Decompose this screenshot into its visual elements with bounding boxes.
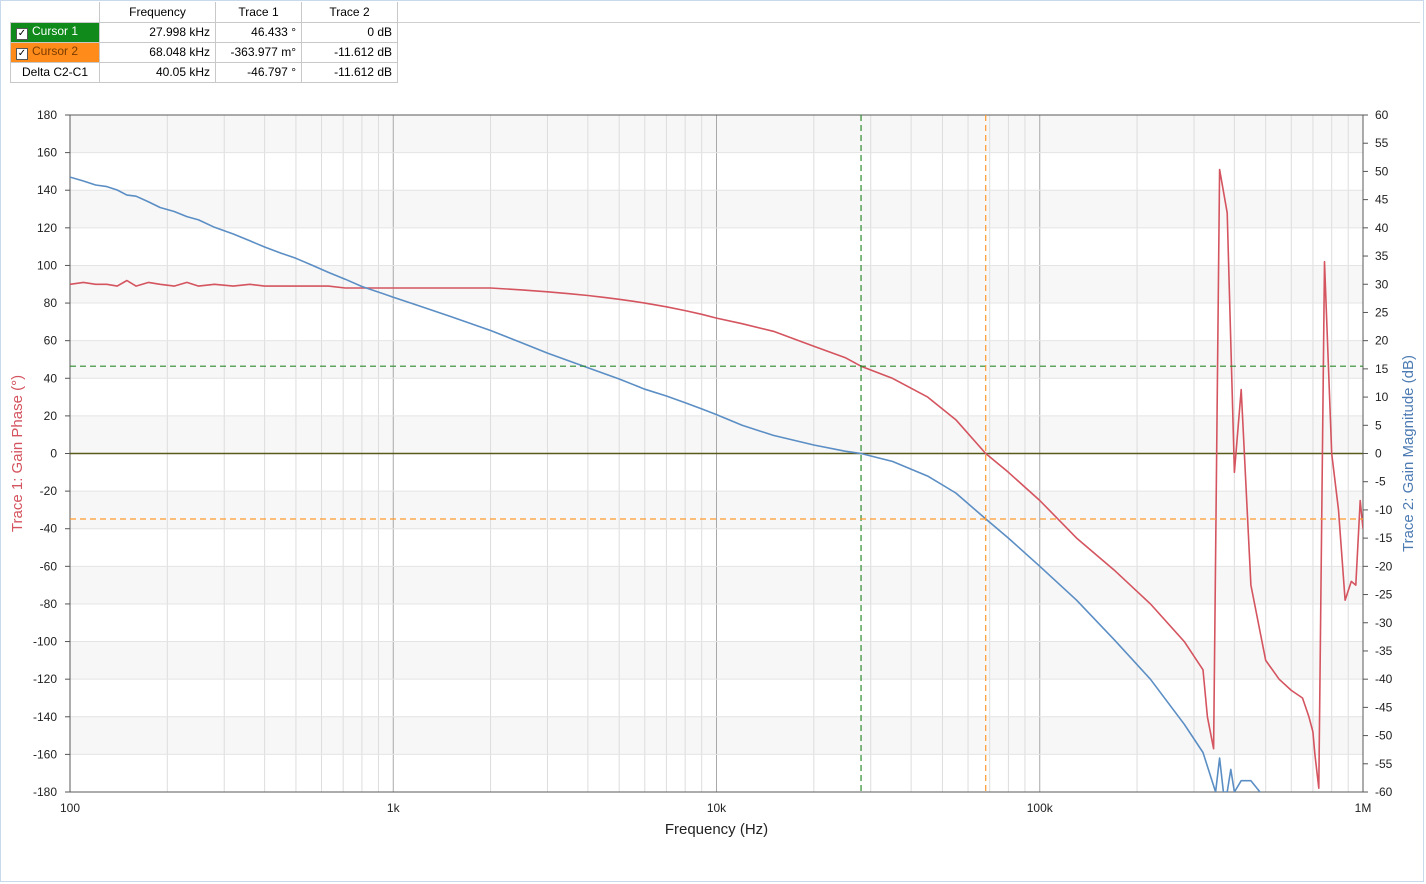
y-right-tick-label: -40	[1375, 672, 1393, 686]
cursor-table: Frequency Trace 1 Trace 2 ✓ Cursor 1 27.9…	[10, 2, 398, 83]
y-right-tick-label: 20	[1375, 334, 1389, 348]
y-left-tick-label: -40	[40, 522, 58, 536]
y-right-tick-label: 0	[1375, 447, 1382, 461]
y-left-tick-label: 140	[37, 183, 57, 197]
y-left-tick-label: -160	[33, 747, 57, 761]
y-axis-right-label: Trace 2: Gain Magnitude (dB)	[1400, 355, 1417, 552]
y-axis-left-label: Trace 1: Gain Phase (°)	[9, 375, 26, 532]
cursor-2-label: Cursor 2	[32, 44, 79, 58]
delta-frequency: 40.05 kHz	[99, 61, 216, 83]
y-right-tick-label: -50	[1375, 729, 1393, 743]
delta-trace2: -11.612 dB	[301, 61, 398, 83]
y-right-tick-label: -20	[1375, 559, 1393, 573]
y-right-tick-label: -35	[1375, 644, 1393, 658]
y-right-tick-label: -25	[1375, 588, 1393, 602]
y-right-tick-label: -60	[1375, 785, 1393, 799]
x-tick-label: 100	[60, 801, 80, 815]
y-right-tick-label: 50	[1375, 164, 1389, 178]
axis-ticks: 100 1k 10k 100k 1M180160140120100806040200-2…	[33, 108, 1393, 815]
y-left-tick-label: 60	[44, 334, 58, 348]
y-right-tick-label: -55	[1375, 757, 1393, 771]
y-left-tick-label: 20	[44, 409, 58, 423]
x-tick-label: 1M	[1355, 801, 1372, 815]
y-right-tick-label: 40	[1375, 221, 1389, 235]
y-right-tick-label: 10	[1375, 390, 1389, 404]
y-right-tick-label: -45	[1375, 700, 1393, 714]
y-left-tick-label: -140	[33, 710, 57, 724]
y-left-tick-label: 0	[50, 447, 57, 461]
cursor-1-label: Cursor 1	[32, 24, 79, 38]
y-right-tick-label: 60	[1375, 108, 1389, 122]
x-axis-label: Frequency (Hz)	[665, 821, 768, 838]
checkbox-checked-icon[interactable]: ✓	[16, 28, 28, 40]
y-left-tick-label: 40	[44, 371, 58, 385]
y-right-tick-label: -30	[1375, 616, 1393, 630]
y-left-tick-label: 160	[37, 146, 57, 160]
trace-line-1	[70, 168, 1363, 790]
y-right-tick-label: 30	[1375, 277, 1389, 291]
delta-trace1: -46.797 °	[215, 61, 302, 83]
y-right-tick-label: -10	[1375, 503, 1393, 517]
y-left-tick-label: -80	[40, 597, 58, 611]
y-left-tick-label: -120	[33, 672, 57, 686]
cursor-2-trace1: -363.977 m°	[215, 41, 302, 63]
cursor-2-toggle[interactable]: ✓ Cursor 2	[10, 41, 100, 63]
y-left-tick-label: 80	[44, 296, 58, 310]
toolbar-divider	[396, 22, 1420, 23]
x-tick-label: 100k	[1027, 801, 1054, 815]
y-left-tick-label: -20	[40, 484, 58, 498]
y-right-tick-label: 15	[1375, 362, 1389, 376]
plot-cursors	[70, 115, 1363, 792]
y-right-tick-label: 5	[1375, 418, 1382, 432]
y-left-tick-label: -180	[33, 785, 57, 799]
y-right-tick-label: 35	[1375, 249, 1389, 263]
cursor-row-1: ✓ Cursor 1 27.998 kHz 46.433 ° 0 dB	[10, 21, 398, 43]
y-right-tick-label: -15	[1375, 531, 1393, 545]
cursor-table-header: Frequency Trace 1 Trace 2	[10, 2, 398, 23]
cursor-2-frequency: 68.048 kHz	[99, 41, 216, 63]
x-tick-label: 1k	[387, 801, 401, 815]
y-left-tick-label: -100	[33, 635, 57, 649]
y-left-tick-label: 100	[37, 258, 57, 272]
y-right-tick-label: -5	[1375, 475, 1386, 489]
cursor-1-toggle[interactable]: ✓ Cursor 1	[10, 21, 100, 43]
trace-line-2	[70, 176, 1262, 792]
x-tick-label: 10k	[707, 801, 727, 815]
y-left-tick-label: 180	[37, 108, 57, 122]
y-right-tick-label: 25	[1375, 305, 1389, 319]
checkbox-checked-icon[interactable]: ✓	[16, 48, 28, 60]
y-right-tick-label: 55	[1375, 136, 1389, 150]
plot-traces	[70, 168, 1363, 792]
y-right-tick-label: 45	[1375, 193, 1389, 207]
y-left-tick-label: -60	[40, 559, 58, 573]
cursor-row-2: ✓ Cursor 2 68.048 kHz -363.977 m° -11.612…	[10, 41, 398, 63]
y-left-tick-label: 120	[37, 221, 57, 235]
cursor-row-delta: Delta C2-C1 40.05 kHz -46.797 ° -11.612 …	[10, 61, 398, 83]
cursor-1-frequency: 27.998 kHz	[99, 21, 216, 43]
